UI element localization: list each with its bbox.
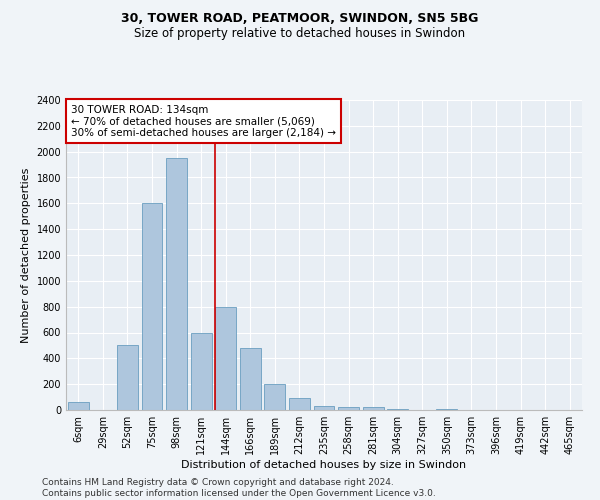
Text: 30 TOWER ROAD: 134sqm
← 70% of detached houses are smaller (5,069)
30% of semi-d: 30 TOWER ROAD: 134sqm ← 70% of detached … (71, 104, 336, 138)
Bar (142, 204, 163, 410)
Bar (436, 408, 457, 410)
Bar (362, 408, 383, 410)
Y-axis label: Number of detached properties: Number of detached properties (21, 168, 31, 342)
Bar (314, 406, 334, 410)
Bar (338, 407, 359, 410)
Bar (265, 384, 286, 410)
Bar (191, 332, 212, 410)
Text: Contains HM Land Registry data © Crown copyright and database right 2024.
Contai: Contains HM Land Registry data © Crown c… (42, 478, 436, 498)
Bar (215, 306, 236, 410)
Bar (117, 346, 138, 410)
Text: Size of property relative to detached houses in Swindon: Size of property relative to detached ho… (134, 28, 466, 40)
Text: 30, TOWER ROAD, PEATMOOR, SWINDON, SN5 5BG: 30, TOWER ROAD, PEATMOOR, SWINDON, SN5 5… (121, 12, 479, 26)
Bar (240, 348, 261, 410)
Bar (68, 402, 89, 410)
X-axis label: Distribution of detached houses by size in Swindon: Distribution of detached houses by size … (181, 460, 467, 470)
Bar (289, 398, 310, 410)
Bar (166, 158, 187, 410)
